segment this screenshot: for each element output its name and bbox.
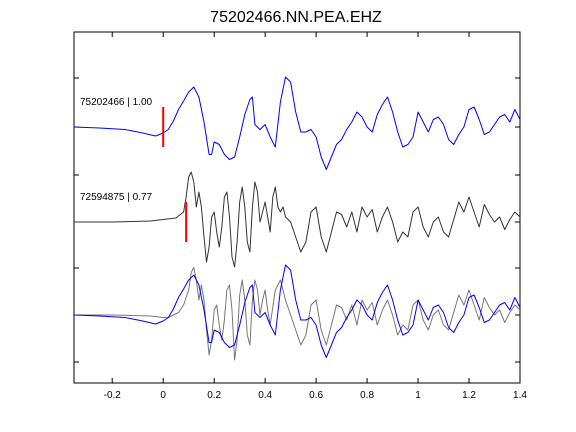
x-axis: -0.2 0 0.2 0.4 0.6 0.8 1 1.2 1.4 [104, 32, 527, 401]
trace-line-panel-2 [74, 267, 521, 361]
waveform-traces [73, 76, 521, 361]
pick-markers [162, 107, 188, 242]
x-tick-label: 1 [415, 390, 421, 401]
trace-line-panel-0 [73, 76, 521, 170]
x-tick-label: 1.4 [513, 390, 527, 401]
chart-title: 75202466.NN.PEA.EHZ [210, 9, 382, 26]
trace-line-panel-2 [73, 264, 521, 358]
y-axis [74, 31, 520, 384]
trace-labels: 75202466 | 1.00 72594875 | 0.77 [80, 97, 153, 203]
trace-label: 75202466 | 1.00 [80, 97, 153, 108]
x-tick-label: 0.6 [309, 390, 323, 401]
x-tick-label: 0.4 [258, 390, 272, 401]
trace-line-panel-1 [74, 171, 521, 268]
x-tick-label: 1.2 [462, 390, 476, 401]
x-tick-label: 0.2 [207, 390, 221, 401]
x-tick-label: -0.2 [104, 390, 122, 401]
x-tick-label: 0 [160, 390, 166, 401]
plot-frame [73, 31, 521, 384]
x-tick-label: 0.8 [360, 390, 374, 401]
trace-label: 72594875 | 0.77 [80, 192, 153, 203]
